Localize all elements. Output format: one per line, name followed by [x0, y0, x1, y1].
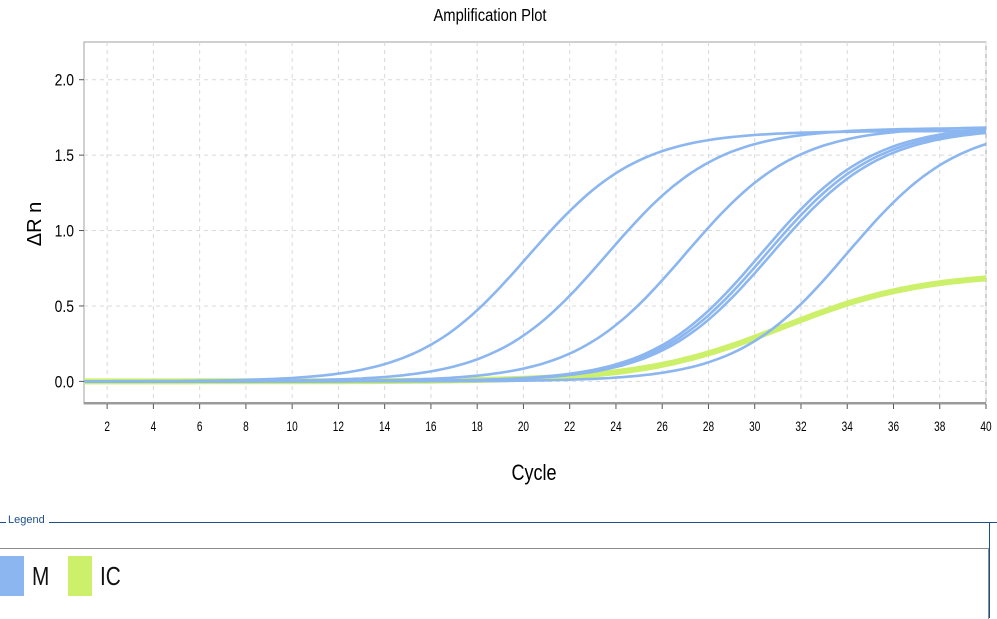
legend-panel: Legend M IC [0, 514, 997, 619]
y-tick-label: 1.0 [55, 222, 75, 241]
x-tick-label: 38 [934, 418, 945, 434]
x-tick-label: 22 [564, 418, 575, 434]
x-tick-label: 2 [104, 418, 110, 434]
legend-label-m: M [32, 560, 50, 591]
x-tick-label: 40 [980, 418, 991, 434]
chart-title: Amplification Plot [433, 6, 546, 26]
legend-swatch-ic [67, 556, 92, 596]
legend-title: Legend [6, 514, 49, 526]
legend-item-m[interactable]: M [0, 556, 64, 596]
x-tick-label: 30 [749, 418, 760, 434]
legend-inner-frame [0, 548, 989, 619]
amplification-chart: Amplification Plot 2 4 6 8 10 12 14 16 18 20 22 24 2… [24, 6, 992, 486]
y-tick-label: 0.0 [55, 373, 75, 392]
y-axis-ticks: 0.0 0.5 1.0 1.5 2.0 [55, 71, 84, 392]
x-tick-label: 12 [333, 418, 344, 434]
legend-frame-right [989, 522, 990, 618]
x-tick-label: 24 [610, 418, 621, 434]
x-tick-label: 4 [151, 418, 157, 434]
x-axis-ticks: 2 4 6 8 10 12 14 16 18 20 22 24 26 28 30 32 34 36 38 40 [104, 404, 992, 434]
x-tick-label: 8 [243, 418, 249, 434]
x-tick-label: 10 [287, 418, 298, 434]
y-tick-label: 2.0 [55, 71, 75, 90]
x-axis-label: Cycle [511, 461, 556, 485]
x-tick-label: 32 [795, 418, 806, 434]
legend-items: M IC [0, 556, 140, 596]
series-line-m [84, 142, 987, 383]
legend-item-ic[interactable]: IC [67, 556, 136, 596]
legend-frame-top [0, 522, 997, 523]
x-tick-label: 34 [842, 418, 853, 434]
x-tick-label: 14 [379, 418, 390, 434]
y-axis-label: ΔR n [24, 202, 46, 246]
x-tick-label: 18 [472, 418, 483, 434]
x-tick-label: 16 [425, 418, 436, 434]
series-lines [84, 126, 987, 385]
legend-label-ic: IC [99, 560, 121, 591]
x-tick-label: 28 [703, 418, 714, 434]
x-tick-label: 36 [888, 418, 899, 434]
y-tick-label: 1.5 [55, 147, 74, 166]
x-tick-label: 6 [197, 418, 203, 434]
x-tick-label: 26 [657, 418, 668, 434]
y-tick-label: 0.5 [55, 298, 74, 317]
x-tick-label: 20 [518, 418, 529, 434]
plot-area [83, 41, 987, 405]
legend-swatch-m [0, 556, 24, 596]
